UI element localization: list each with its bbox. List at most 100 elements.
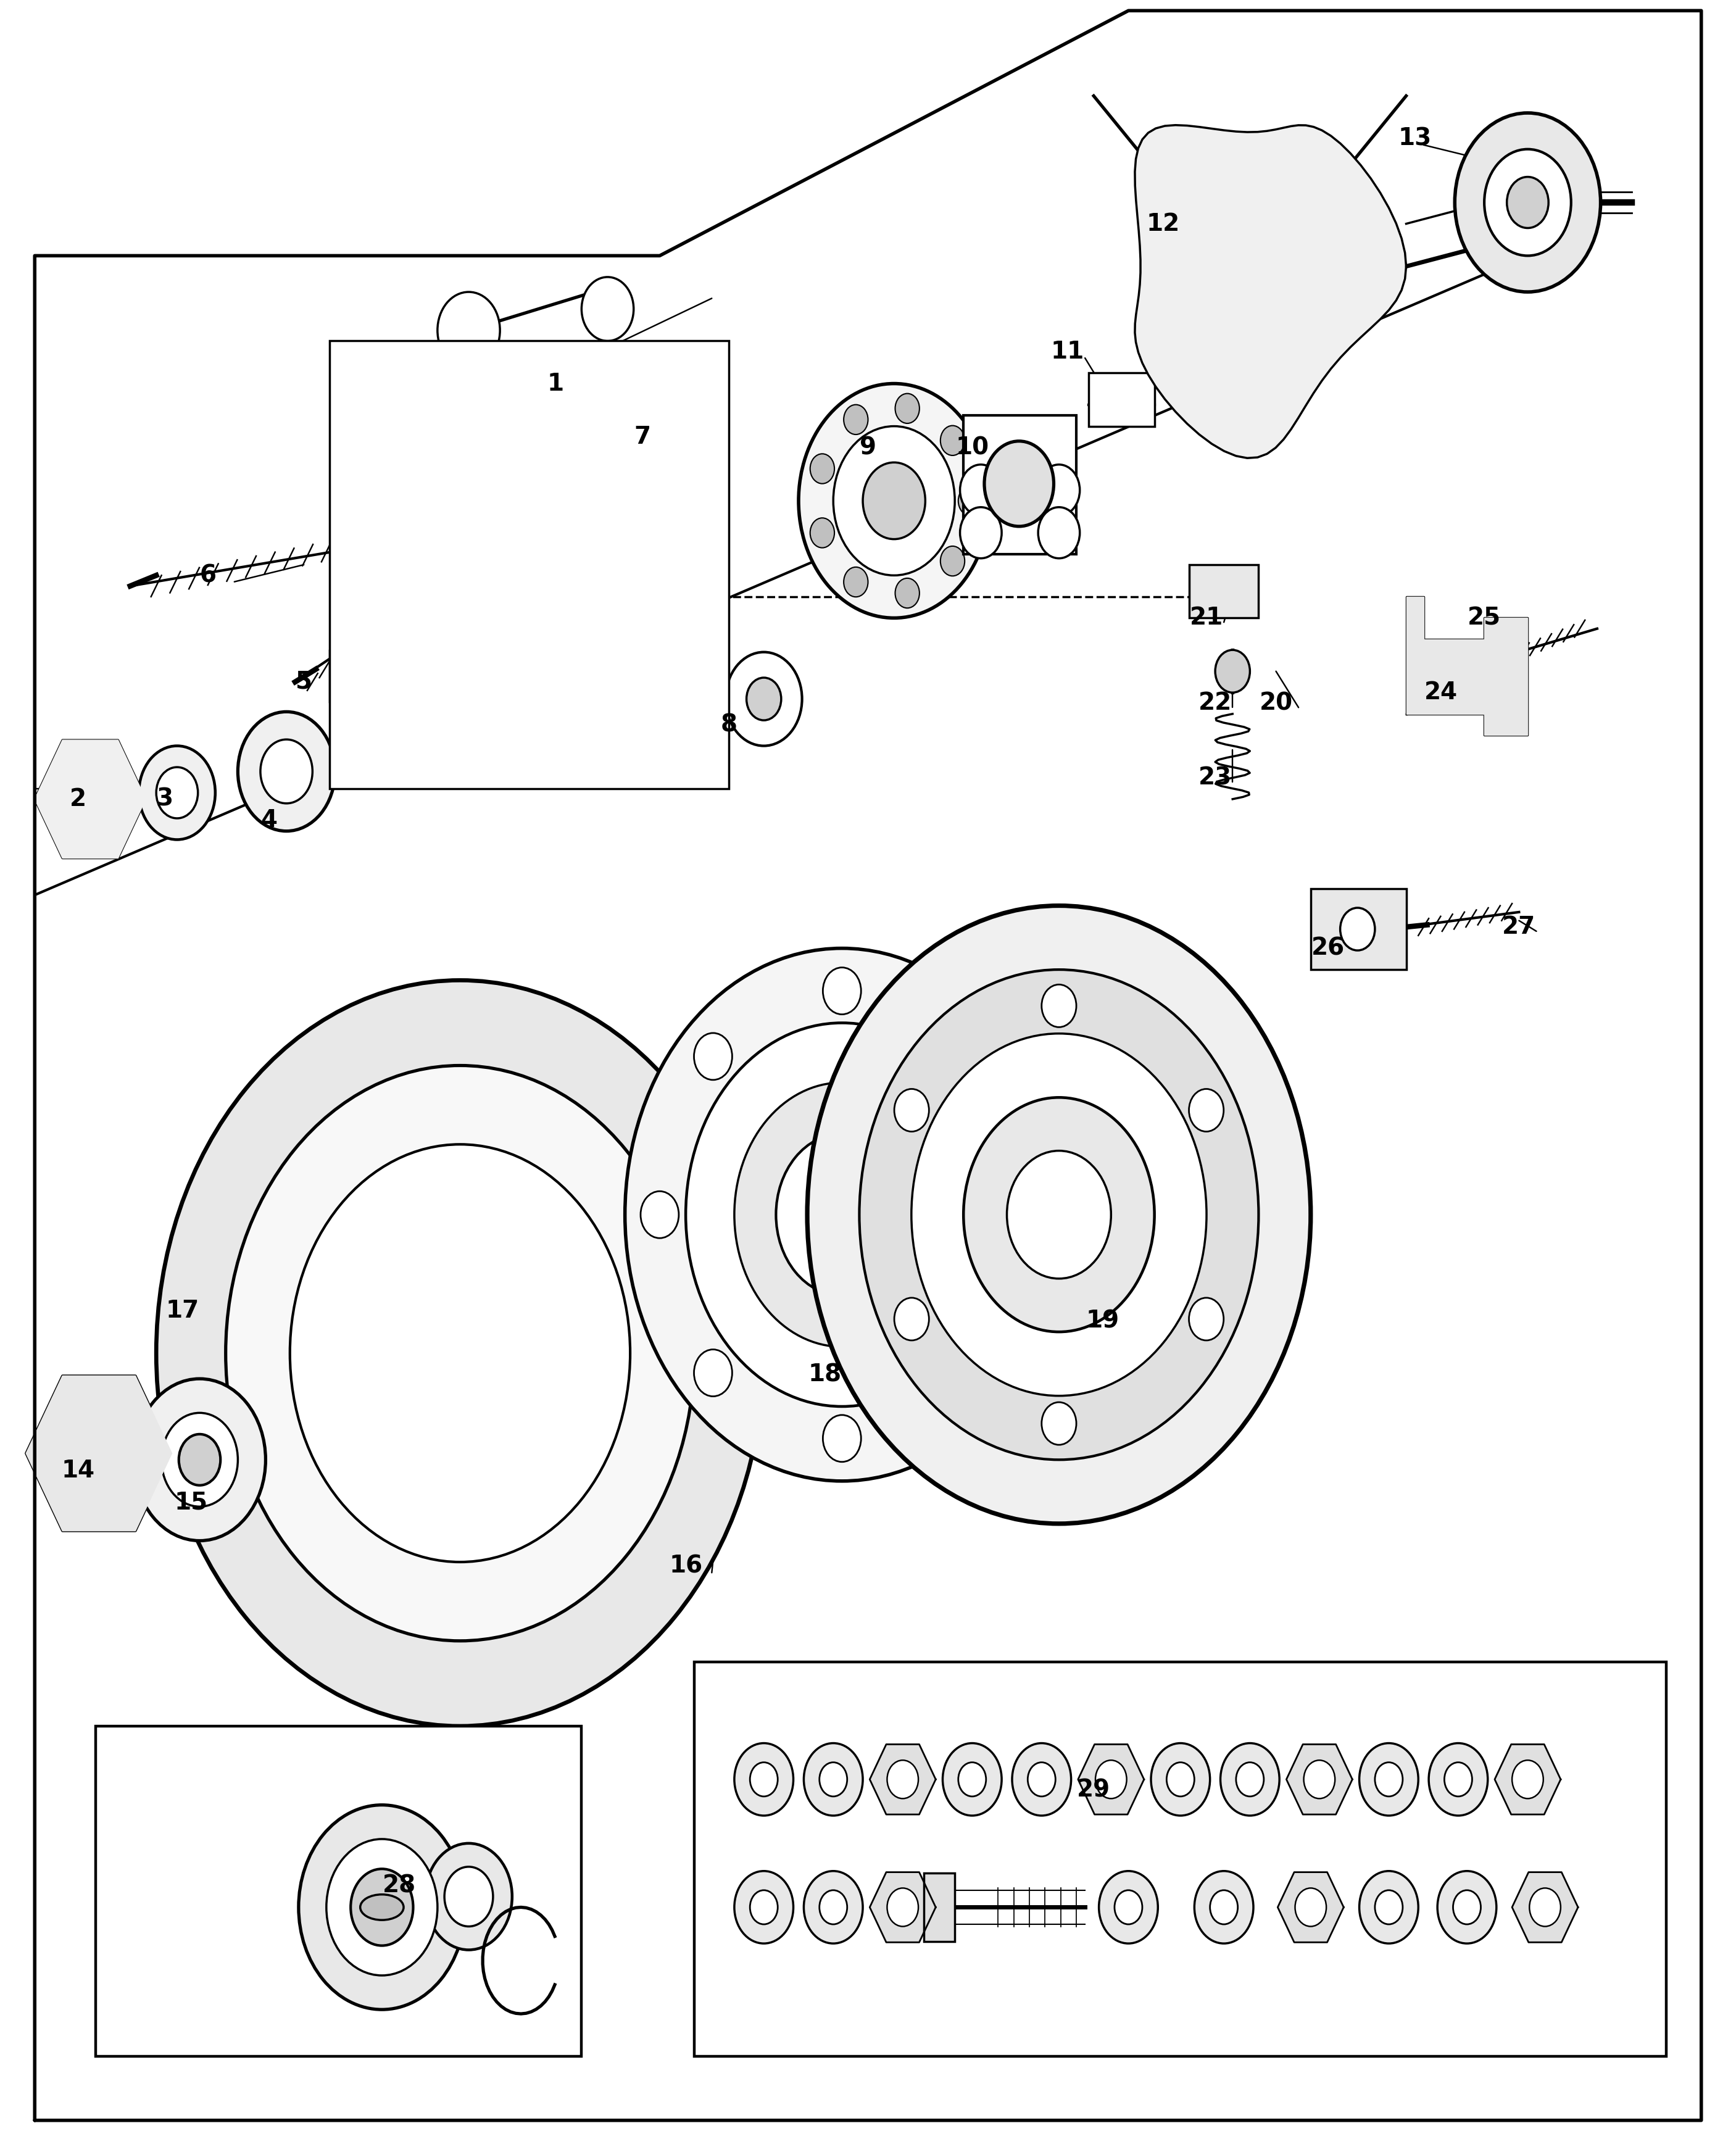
Circle shape — [951, 1349, 990, 1396]
Circle shape — [226, 1066, 694, 1641]
Circle shape — [1220, 1743, 1279, 1816]
Circle shape — [958, 486, 983, 516]
Circle shape — [1042, 985, 1076, 1027]
Circle shape — [887, 1760, 918, 1799]
Circle shape — [823, 1415, 861, 1462]
Circle shape — [1455, 113, 1601, 292]
Text: 17: 17 — [165, 1298, 200, 1323]
Circle shape — [156, 767, 198, 818]
Circle shape — [1444, 1762, 1472, 1796]
Circle shape — [1189, 192, 1311, 341]
Circle shape — [941, 546, 965, 575]
Text: 22: 22 — [1198, 690, 1233, 716]
Circle shape — [963, 1097, 1154, 1332]
Circle shape — [1151, 1743, 1210, 1816]
Circle shape — [1038, 465, 1080, 516]
Circle shape — [694, 1034, 733, 1080]
Text: 15: 15 — [174, 1490, 208, 1515]
Circle shape — [1484, 149, 1571, 256]
Polygon shape — [1078, 1745, 1144, 1813]
Bar — [95, 1726, 582, 2056]
Circle shape — [134, 1379, 266, 1541]
Circle shape — [819, 1890, 847, 1924]
Text: 8: 8 — [720, 712, 738, 737]
Circle shape — [625, 948, 1059, 1481]
Circle shape — [1304, 1760, 1335, 1799]
Circle shape — [734, 1083, 950, 1347]
Text: 4: 4 — [260, 808, 278, 833]
Text: 7: 7 — [634, 424, 651, 450]
Circle shape — [290, 1144, 630, 1562]
Polygon shape — [1278, 1873, 1344, 1941]
Circle shape — [1375, 1762, 1403, 1796]
Circle shape — [656, 347, 698, 398]
Polygon shape — [1135, 126, 1406, 458]
Circle shape — [481, 516, 578, 635]
Circle shape — [417, 437, 642, 714]
Circle shape — [1507, 177, 1549, 228]
Circle shape — [156, 980, 764, 1726]
Text: 3: 3 — [156, 786, 174, 812]
Polygon shape — [870, 1873, 936, 1941]
Circle shape — [859, 970, 1259, 1460]
Circle shape — [1236, 1762, 1264, 1796]
Circle shape — [1007, 1151, 1111, 1279]
Circle shape — [582, 277, 634, 341]
Circle shape — [896, 394, 920, 424]
Circle shape — [951, 1034, 990, 1080]
Text: 12: 12 — [1146, 211, 1180, 237]
Circle shape — [587, 605, 628, 656]
Circle shape — [776, 1134, 908, 1296]
Circle shape — [726, 652, 802, 746]
Text: 23: 23 — [1198, 765, 1233, 791]
Circle shape — [444, 1867, 493, 1926]
Text: 26: 26 — [1311, 936, 1345, 961]
Polygon shape — [1286, 1745, 1352, 1813]
Text: 21: 21 — [1189, 605, 1224, 631]
Circle shape — [833, 426, 955, 575]
Text: 14: 14 — [61, 1458, 95, 1483]
Circle shape — [960, 507, 1002, 558]
Circle shape — [431, 494, 472, 546]
Text: 19: 19 — [1085, 1308, 1120, 1334]
Circle shape — [894, 1298, 929, 1340]
Circle shape — [62, 765, 118, 833]
Circle shape — [807, 1172, 877, 1257]
Polygon shape — [35, 739, 146, 859]
Circle shape — [437, 292, 500, 369]
Circle shape — [1038, 507, 1080, 558]
Text: 20: 20 — [1259, 690, 1293, 716]
Circle shape — [1189, 1089, 1224, 1132]
Circle shape — [139, 746, 215, 840]
Circle shape — [1012, 1743, 1071, 1816]
Text: 10: 10 — [955, 435, 990, 460]
Circle shape — [844, 567, 868, 597]
Circle shape — [326, 1839, 437, 1975]
Bar — [1189, 565, 1259, 618]
Circle shape — [179, 1434, 220, 1485]
Text: 24: 24 — [1424, 680, 1458, 705]
Bar — [1311, 889, 1406, 970]
Circle shape — [1295, 1888, 1326, 1926]
Circle shape — [509, 661, 550, 712]
Circle shape — [750, 1762, 778, 1796]
Circle shape — [641, 1191, 679, 1238]
Circle shape — [1005, 1191, 1043, 1238]
Circle shape — [503, 543, 556, 607]
Circle shape — [656, 731, 698, 782]
Circle shape — [1453, 1890, 1481, 1924]
Circle shape — [746, 678, 781, 720]
Circle shape — [451, 479, 608, 671]
Circle shape — [1215, 650, 1250, 693]
Circle shape — [1512, 1760, 1543, 1799]
Text: 16: 16 — [668, 1553, 703, 1579]
Circle shape — [941, 426, 965, 456]
Circle shape — [686, 1023, 998, 1406]
Circle shape — [431, 605, 472, 656]
Polygon shape — [1406, 597, 1528, 735]
Circle shape — [1359, 1871, 1418, 1943]
Circle shape — [509, 439, 550, 490]
Circle shape — [887, 1888, 918, 1926]
Circle shape — [1429, 1743, 1488, 1816]
Bar — [694, 1662, 1667, 2056]
